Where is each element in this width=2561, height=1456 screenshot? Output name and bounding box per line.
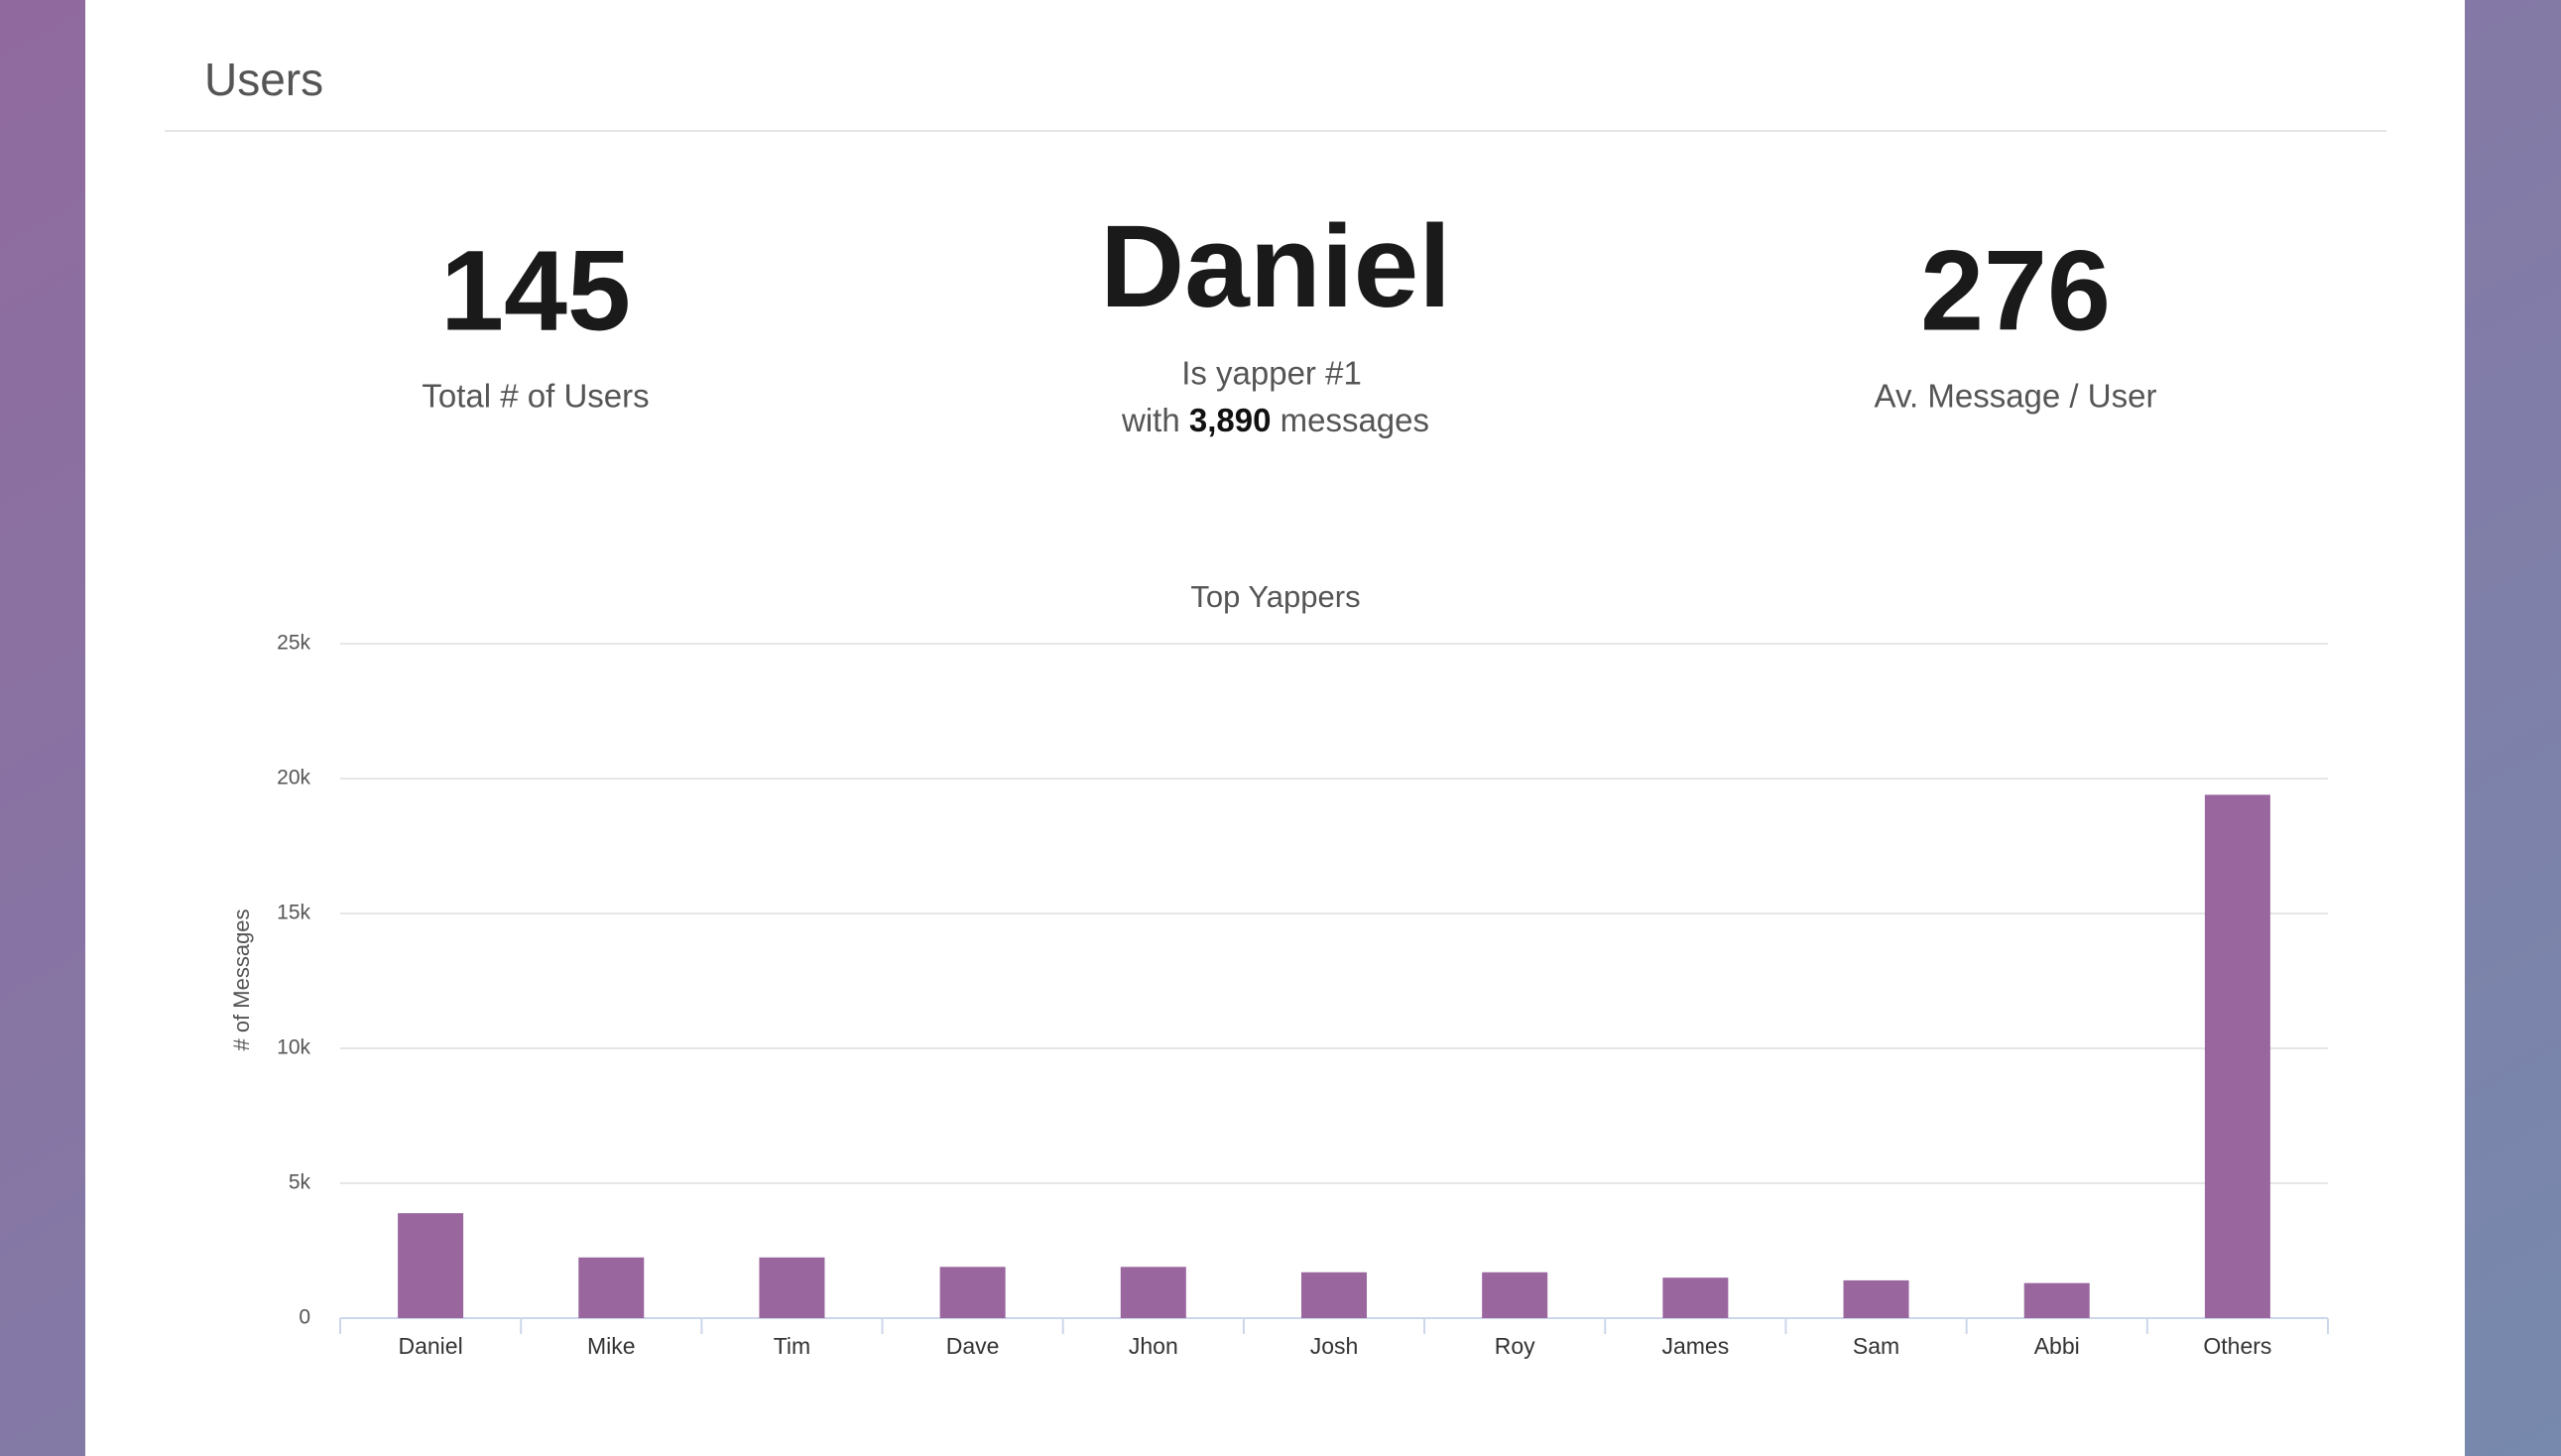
- stat-label: Av. Message / User: [1875, 378, 2157, 415]
- x-tick-label: Dave: [946, 1333, 1000, 1359]
- y-tick-label: 25k: [277, 632, 310, 655]
- stat-name: Daniel: [1100, 201, 1451, 332]
- y-tick-label: 15k: [277, 902, 310, 924]
- bar: [1120, 1267, 1186, 1318]
- bar: [759, 1257, 825, 1318]
- x-tick-label: Josh: [1310, 1333, 1359, 1359]
- text: messages: [1280, 402, 1429, 438]
- stat-value: 145: [440, 227, 631, 354]
- bar: [1482, 1272, 1548, 1318]
- stat-label: Total # of Users: [422, 378, 649, 415]
- y-axis-title: # of Messages: [229, 909, 254, 1050]
- bar: [1301, 1272, 1367, 1318]
- y-tick-label: 5k: [289, 1171, 311, 1194]
- bar: [1843, 1279, 1909, 1318]
- x-tick-label: Sam: [1853, 1333, 1899, 1359]
- bar: [2023, 1282, 2090, 1318]
- x-tick-label: Jhon: [1129, 1333, 1178, 1359]
- x-tick-label: Tim: [774, 1333, 810, 1359]
- bar: [398, 1213, 464, 1318]
- chart-title: Top Yappers: [1190, 579, 1360, 614]
- section-title: Users: [204, 54, 323, 105]
- text: with: [1121, 402, 1180, 438]
- x-tick-label: Mike: [587, 1333, 636, 1359]
- x-tick-label: James: [1661, 1333, 1729, 1359]
- bar: [939, 1267, 1006, 1318]
- x-tick-label: Roy: [1495, 1333, 1535, 1359]
- x-tick-label: Others: [2203, 1333, 2271, 1359]
- y-tick-label: 10k: [277, 1036, 310, 1059]
- stat-line: with 3,890 messages: [1121, 402, 1429, 438]
- stat-value: 276: [1920, 227, 2111, 354]
- stat-line: Is yapper #1: [1181, 355, 1362, 392]
- bar: [1662, 1277, 1729, 1318]
- bar: [578, 1257, 645, 1318]
- bar: [2204, 794, 2270, 1318]
- card: [85, 0, 2465, 1456]
- y-tick-label: 0: [299, 1306, 310, 1329]
- x-tick-label: Daniel: [398, 1333, 462, 1359]
- y-tick-label: 20k: [277, 767, 310, 789]
- stat-highlight: 3,890: [1189, 402, 1272, 438]
- x-tick-label: Abbi: [2034, 1333, 2080, 1359]
